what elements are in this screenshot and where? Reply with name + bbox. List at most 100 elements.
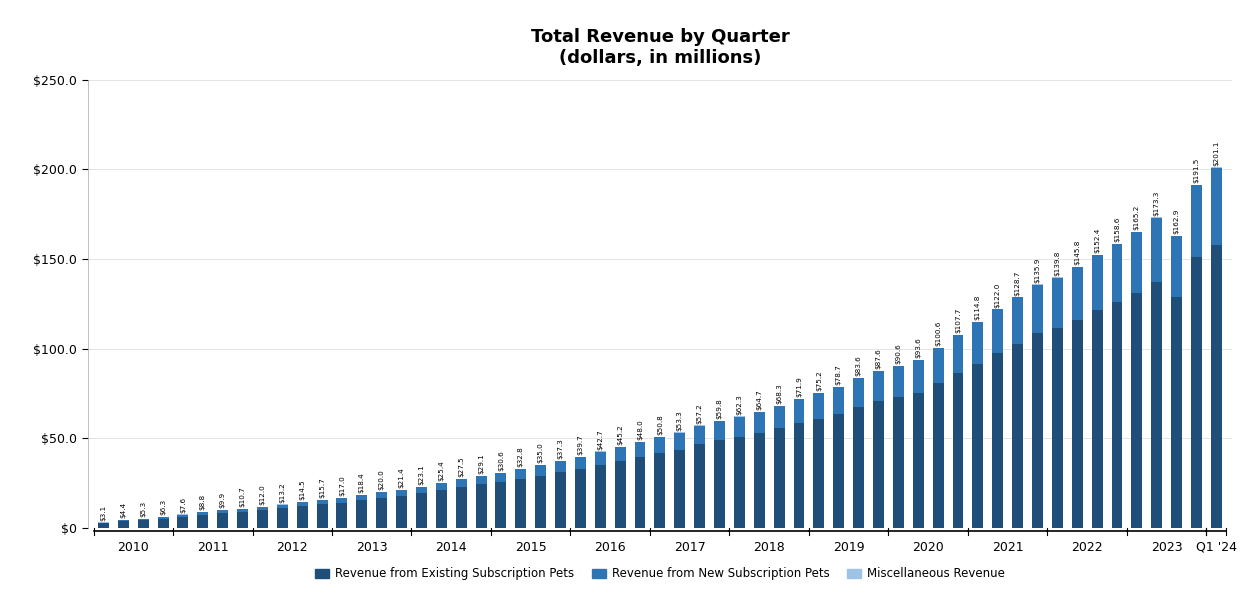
Bar: [256, 510, 268, 528]
Text: $128.7: $128.7: [1015, 270, 1021, 295]
Bar: [1092, 255, 1102, 311]
Bar: [1151, 217, 1162, 281]
Bar: [793, 423, 804, 528]
Text: 2023: 2023: [1151, 540, 1182, 554]
Text: 2012: 2012: [276, 540, 308, 554]
Bar: [1191, 185, 1202, 257]
Bar: [158, 519, 169, 528]
Bar: [575, 457, 585, 469]
Bar: [218, 510, 228, 513]
Bar: [873, 371, 884, 401]
Bar: [555, 461, 565, 472]
Bar: [1211, 168, 1222, 246]
Text: 2015: 2015: [515, 540, 547, 554]
Bar: [754, 433, 764, 528]
Text: 2010: 2010: [118, 540, 149, 554]
Text: $8.8: $8.8: [200, 494, 206, 510]
Bar: [397, 495, 407, 528]
Bar: [218, 513, 228, 528]
Bar: [754, 412, 764, 433]
Bar: [296, 502, 308, 506]
Bar: [138, 519, 149, 520]
Text: $201.1: $201.1: [1213, 141, 1220, 166]
Text: $30.6: $30.6: [498, 451, 504, 472]
Bar: [933, 348, 943, 383]
Bar: [455, 479, 467, 487]
Bar: [357, 495, 368, 500]
Bar: [397, 490, 407, 495]
Text: $4.4: $4.4: [120, 502, 126, 518]
Bar: [198, 515, 209, 528]
Bar: [138, 520, 149, 528]
Text: $13.2: $13.2: [279, 482, 285, 503]
Bar: [833, 387, 844, 414]
Bar: [1191, 257, 1202, 528]
Bar: [178, 516, 189, 528]
Bar: [475, 476, 487, 484]
Bar: [357, 500, 368, 528]
Bar: [614, 461, 626, 528]
Bar: [1052, 278, 1063, 328]
Text: $75.2: $75.2: [816, 371, 822, 391]
Bar: [694, 444, 706, 528]
Legend: Revenue from Existing Subscription Pets, Revenue from New Subscription Pets, Mis: Revenue from Existing Subscription Pets,…: [310, 562, 1010, 585]
Text: 2011: 2011: [196, 540, 229, 554]
Text: $21.4: $21.4: [399, 467, 404, 488]
Text: $93.6: $93.6: [916, 338, 921, 359]
Bar: [734, 416, 744, 437]
Bar: [773, 406, 784, 428]
Bar: [1111, 302, 1122, 528]
Bar: [337, 498, 348, 503]
Text: $35.0: $35.0: [538, 443, 544, 464]
Bar: [972, 363, 983, 528]
Bar: [1131, 293, 1142, 528]
Text: $25.4: $25.4: [438, 460, 444, 481]
Text: $87.6: $87.6: [876, 348, 882, 369]
Bar: [793, 399, 804, 423]
Text: $20.0: $20.0: [379, 470, 385, 491]
Bar: [296, 506, 308, 528]
Text: $39.7: $39.7: [578, 434, 583, 455]
Text: $90.6: $90.6: [896, 343, 902, 364]
Text: $68.3: $68.3: [776, 383, 782, 404]
Bar: [1052, 328, 1063, 528]
Text: $37.3: $37.3: [558, 438, 563, 459]
Bar: [535, 476, 547, 528]
Text: $9.9: $9.9: [220, 492, 225, 508]
Bar: [276, 505, 288, 508]
Bar: [634, 442, 646, 457]
Bar: [515, 479, 527, 528]
Text: $162.9: $162.9: [1173, 209, 1180, 234]
Bar: [694, 426, 706, 444]
Bar: [1151, 281, 1162, 528]
Bar: [933, 383, 943, 528]
Bar: [992, 353, 1003, 528]
Bar: [1012, 297, 1023, 344]
Bar: [1092, 311, 1102, 528]
Bar: [714, 421, 726, 440]
Bar: [594, 465, 605, 528]
Bar: [256, 507, 268, 510]
Bar: [495, 473, 507, 482]
Bar: [714, 440, 726, 528]
Text: 2018: 2018: [753, 540, 786, 554]
Bar: [1211, 246, 1222, 528]
Bar: [952, 373, 963, 528]
Bar: [555, 472, 565, 528]
Bar: [674, 449, 686, 528]
Text: $57.2: $57.2: [697, 403, 703, 424]
Text: $135.9: $135.9: [1035, 257, 1041, 282]
Bar: [118, 521, 129, 528]
Bar: [813, 419, 824, 528]
Text: $17.0: $17.0: [339, 475, 345, 495]
Bar: [535, 465, 547, 476]
Bar: [614, 447, 626, 461]
Text: $62.3: $62.3: [737, 394, 742, 414]
Bar: [654, 453, 666, 528]
Bar: [594, 452, 605, 465]
Text: $107.7: $107.7: [955, 308, 961, 333]
Bar: [674, 433, 686, 449]
Bar: [972, 322, 983, 363]
Bar: [515, 470, 527, 479]
Bar: [1171, 236, 1182, 297]
